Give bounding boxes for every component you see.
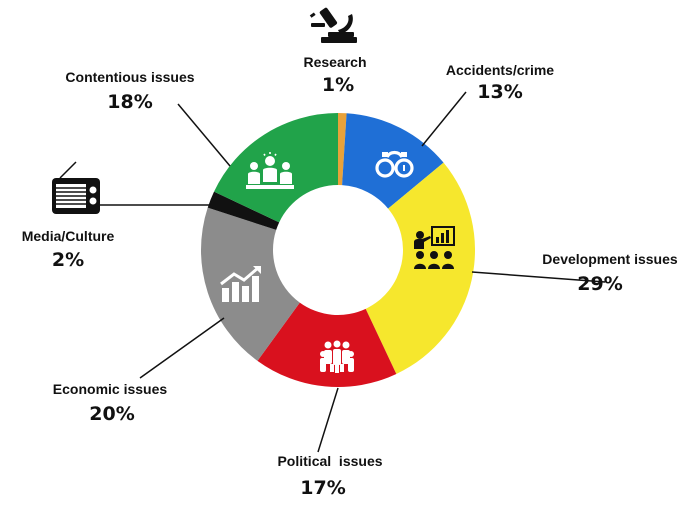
leader-lines bbox=[100, 91, 606, 453]
slice-value-political-issues: 17% bbox=[300, 477, 345, 499]
crowd-icon bbox=[320, 340, 354, 373]
leader-line-contentious-issues bbox=[177, 103, 231, 167]
slice-label-political-issues: Political issues bbox=[277, 453, 382, 469]
slice-labels: Research 1% Accidents/crime 13% Development … bbox=[22, 54, 678, 499]
slice-value-research: 1% bbox=[322, 74, 354, 96]
slice-label-contentious-issues: Contentious issues bbox=[65, 69, 194, 85]
slice-media-culture bbox=[207, 191, 280, 230]
presentation-icon bbox=[414, 226, 455, 269]
slice-icons bbox=[52, 7, 455, 373]
slice-value-accidents-crime: 13% bbox=[477, 81, 522, 103]
slice-accidents-crime bbox=[342, 113, 444, 209]
slice-value-economic-issues: 20% bbox=[89, 403, 134, 425]
slice-research bbox=[338, 113, 347, 186]
handcuffs-icon bbox=[375, 150, 414, 178]
leader-line-political-issues bbox=[317, 387, 339, 453]
slice-value-development-issues: 29% bbox=[577, 273, 622, 295]
radio-icon bbox=[52, 161, 100, 214]
slice-label-economic-issues: Economic issues bbox=[53, 381, 168, 397]
slice-economic-issues bbox=[201, 207, 300, 361]
slice-label-research: Research bbox=[303, 54, 366, 70]
slice-label-accidents-crime: Accidents/crime bbox=[446, 62, 554, 78]
slice-label-development-issues: Development issues bbox=[542, 251, 678, 267]
slice-label-media-culture: Media/Culture bbox=[22, 228, 115, 244]
leader-line-development-issues bbox=[471, 271, 606, 283]
slice-value-media-culture: 2% bbox=[52, 249, 84, 271]
leader-line-economic-issues bbox=[139, 317, 225, 379]
growth-chart-icon bbox=[220, 266, 261, 302]
slice-contentious-issues bbox=[214, 113, 338, 223]
meeting-icon bbox=[246, 152, 294, 189]
leader-line-accidents-crime bbox=[421, 91, 467, 147]
microscope-icon bbox=[309, 7, 357, 43]
slice-value-contentious-issues: 18% bbox=[107, 91, 152, 113]
